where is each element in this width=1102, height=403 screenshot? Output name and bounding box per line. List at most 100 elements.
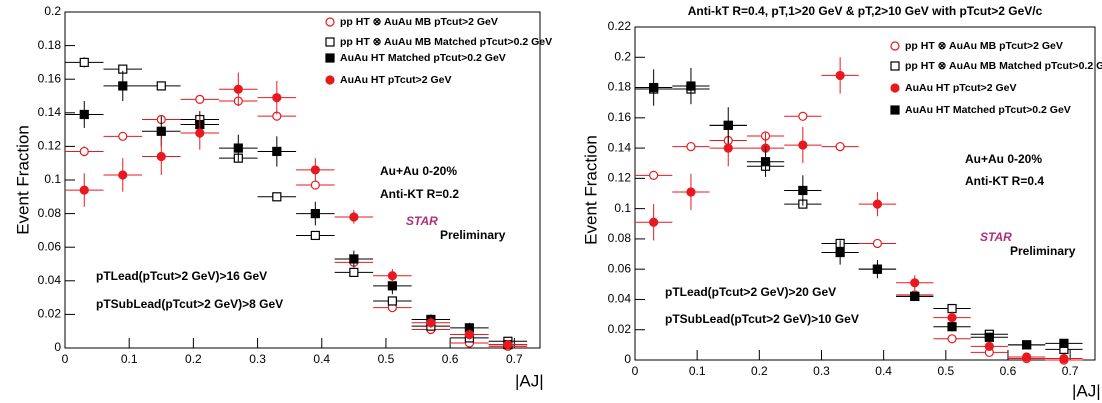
y-tick-label: 0.16 [38, 71, 62, 85]
annotation: pTLead(pTcut>2 GeV)>16 GeV [96, 269, 267, 283]
x-axis-label: |AJ| [1072, 381, 1101, 400]
annotation: STAR [980, 230, 1012, 244]
marker [233, 84, 243, 94]
y-tick-label: 0.14 [38, 105, 62, 119]
y-tick-label: 0.1 [44, 172, 61, 186]
x-tick-label: 0.1 [689, 364, 706, 378]
x-tick-label: 0.3 [249, 352, 266, 366]
marker [195, 128, 205, 138]
marker [686, 141, 696, 152]
x-tick-label: 0.4 [313, 352, 330, 366]
marker [947, 334, 957, 344]
marker [910, 278, 920, 288]
marker [872, 264, 883, 274]
marker [349, 267, 359, 277]
x-tick-label: 0.2 [751, 364, 768, 378]
y-tick-label: 0.18 [38, 38, 62, 52]
legend-label: AuAu HT Matched pTcut>0.2 GeV [340, 52, 506, 64]
annotation: STAR [406, 214, 438, 228]
marker [760, 157, 771, 167]
x-tick-label: 0.4 [875, 364, 892, 378]
y-tick-label: 0 [624, 352, 631, 366]
x-tick-label: 0.1 [121, 352, 138, 366]
x-tick-label: 0.7 [1062, 364, 1079, 378]
marker [835, 70, 845, 81]
y-axis-label: Event Fraction [13, 125, 32, 235]
marker [872, 238, 883, 249]
marker [118, 170, 128, 180]
marker [649, 82, 659, 93]
marker [890, 41, 900, 51]
y-tick-label: 0.16 [608, 110, 632, 124]
annotation: Au+Au 0-20% [380, 164, 457, 178]
marker [118, 81, 128, 91]
marker [1022, 352, 1032, 362]
annotation: Anti-KT R=0.2 [380, 187, 459, 201]
marker [798, 185, 808, 196]
annotation: pTSubLead(pTcut>2 GeV)>8 GeV [96, 297, 283, 311]
y-tick-label: 0.02 [38, 307, 62, 321]
marker [79, 185, 89, 195]
annotation: pTSubLead(pTcut>2 GeV)>10 GeV [665, 312, 859, 326]
y-tick-label: 0.14 [608, 140, 632, 154]
marker [272, 146, 282, 157]
x-tick-label: 0 [632, 364, 639, 378]
marker [387, 281, 397, 291]
x-tick-label: 0.6 [1000, 364, 1017, 378]
y-tick-label: 0 [54, 340, 61, 354]
legend-label: pp HT ⊗ AuAu MB pTcut>2 GeV [905, 40, 1063, 52]
marker [156, 81, 166, 91]
y-tick-label: 0.2 [614, 49, 631, 63]
y-tick-label: 0.2 [44, 4, 61, 18]
annotation: Preliminary [1010, 244, 1076, 258]
marker [1022, 340, 1032, 350]
marker [723, 143, 733, 153]
legend-label: pp HT ⊗ AuAu MB Matched pTcut>0.2 GeV [905, 60, 1102, 72]
marker [947, 313, 957, 323]
y-tick-label: 0.04 [608, 292, 632, 306]
marker [156, 126, 166, 136]
y-tick-label: 0.08 [608, 231, 632, 245]
marker [835, 141, 845, 152]
marker [798, 111, 808, 121]
y-tick-label: 0.12 [38, 139, 62, 153]
y-tick-label: 0.1 [614, 201, 631, 215]
marker [890, 105, 900, 115]
marker [325, 75, 335, 85]
marker [387, 271, 397, 281]
y-tick-label: 0.18 [608, 80, 632, 94]
marker [272, 93, 282, 103]
x-axis-label: |AJ| [515, 371, 544, 390]
y-tick-label: 0.02 [608, 322, 632, 336]
marker [1059, 338, 1069, 348]
marker [79, 146, 89, 157]
marker [890, 83, 900, 93]
annotation: Au+Au 0-20% [965, 152, 1042, 166]
x-tick-label: 0.6 [442, 352, 459, 366]
x-tick-label: 0.5 [937, 364, 954, 378]
marker [325, 17, 335, 27]
plot-frame [634, 26, 1096, 361]
marker [686, 81, 696, 91]
annotation: Preliminary [440, 228, 506, 242]
y-tick-label: 0.06 [38, 239, 62, 253]
marker [310, 230, 320, 241]
marker [325, 37, 335, 47]
marker [426, 318, 436, 328]
marker [947, 303, 957, 314]
marker [118, 131, 128, 141]
marker [649, 217, 659, 227]
marker [649, 170, 659, 180]
marker [798, 140, 808, 150]
marker [310, 165, 320, 175]
x-tick-label: 0.7 [506, 352, 523, 366]
marker [723, 120, 733, 130]
marker [835, 247, 845, 258]
marker [195, 94, 205, 104]
marker [349, 212, 359, 222]
x-tick-label: 0.3 [813, 364, 830, 378]
marker [310, 209, 320, 219]
marker [310, 180, 320, 190]
legend-label: AuAu HT pTcut>2 GeV [905, 82, 1017, 94]
